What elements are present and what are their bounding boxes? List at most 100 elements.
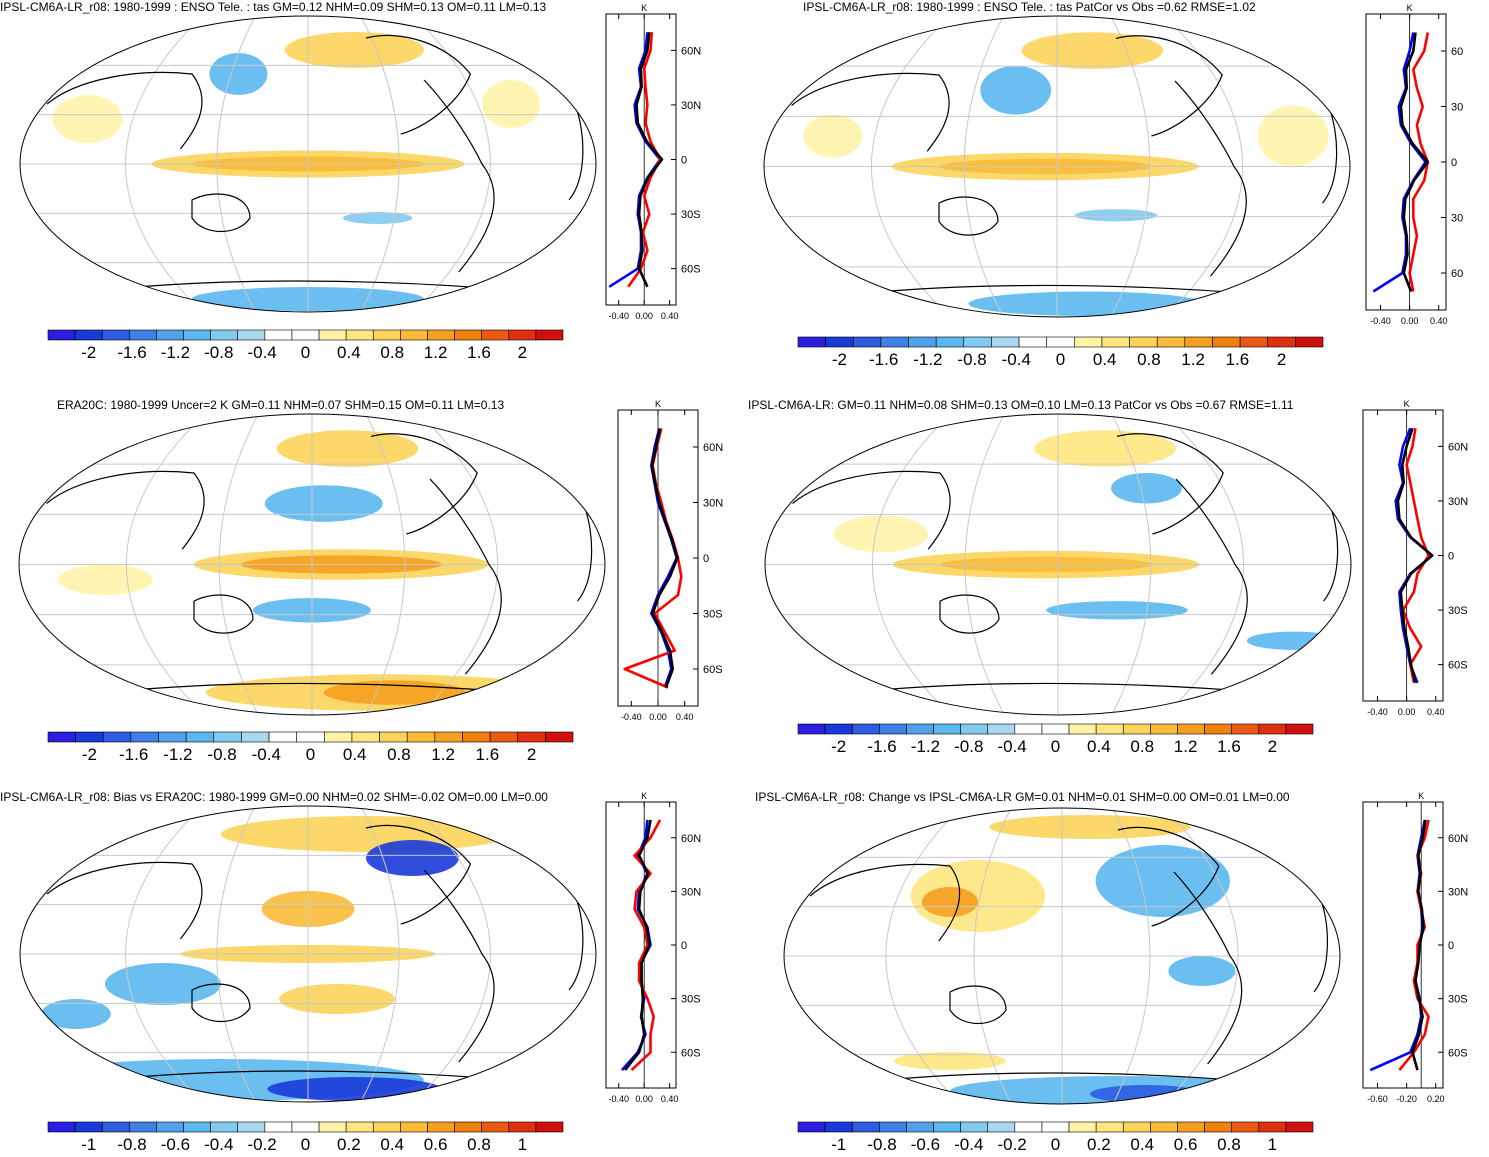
coastline [865,1072,1259,1083]
coastline [791,72,950,152]
coastline [1117,826,1220,927]
map-robinson [19,805,597,1103]
anomaly-region [284,32,424,68]
anomaly-region [922,887,978,917]
colorbar-swatch [851,1121,880,1133]
colorbar-swatch [1258,723,1287,735]
anomaly-region [264,485,383,522]
colorbar-tick-label: 1.2 [424,343,448,362]
colorbar-swatch [400,329,428,341]
colorbar-swatch [879,723,907,735]
colorbar-swatch [1129,336,1158,348]
colorbar-swatch [291,329,320,341]
panel-bias-era20c: IPSL-CM6A-LR_r08: Bias vs ERA20C: 1980-1… [0,784,740,1157]
lat-tick-label: 0 [703,553,709,565]
colorbar-tick-label: 0.8 [467,1135,491,1154]
colorbar-swatch [481,329,510,341]
colorbar-swatch [156,329,184,341]
lat-tick-label: 60N [1448,441,1468,453]
colorbar-swatch [797,723,826,735]
x-tick-label: -0.60 [1367,1094,1388,1104]
colorbar-tick-label: 1.6 [467,343,491,362]
lat-tick-label: 30N [1448,886,1468,898]
colorbar-swatch [1177,1121,1205,1133]
colorbar-swatch [1267,336,1296,348]
colorbar-tick-label: 1 [518,1135,527,1154]
colorbar-swatch [535,329,564,341]
colorbar-swatch [908,336,937,348]
colorbar-tick-label: 2 [527,745,536,764]
units-label: K [641,791,647,801]
coastline [1322,105,1338,204]
colorbar-swatch [318,329,347,341]
colorbar-swatch [434,731,463,743]
coastline [105,682,519,694]
colorbar-tick-label: 0.4 [1087,737,1111,756]
lat-tick-label: 60S [1448,1047,1468,1059]
colorbar-tick-label: 1.2 [1181,350,1205,369]
lat-tick-label: 0 [1451,157,1457,169]
lat-tick-label: 0 [1448,551,1454,563]
colorbar-swatch [987,723,1016,735]
colorbar-swatch [960,723,989,735]
colorbar-swatch [427,1121,455,1133]
coastline [568,893,584,991]
panel-title: IPSL-CM6A-LR_r08: 1980-1999 : ENSO Tele.… [803,0,1256,14]
colorbar-swatch [129,1121,157,1133]
colorbar-swatch [1150,723,1178,735]
graticule [20,16,596,312]
colorbar-swatch [101,329,130,341]
colorbar-swatch [960,1121,989,1133]
lat-tick-label: 30S [681,994,701,1006]
x-tick-label: 0.40 [1430,316,1448,326]
graticule [784,808,1340,1104]
lat-tick-label: 60S [681,1047,701,1059]
colorbar-swatch [372,329,401,341]
colorbar-tick-label: 0 [301,343,310,362]
colorbar-swatch [535,1121,564,1133]
anomaly-region [105,963,221,1005]
colorbar-swatch [1122,723,1151,735]
panel-enso-patcor: IPSL-CM6A-LR_r08: 1980-1999 : ENSO Tele.… [745,0,1485,380]
x-tick-label: -0.40 [608,1094,629,1104]
lat-tick-label: 30S [1448,605,1468,617]
coastline [1173,871,1243,1065]
coastlines [791,35,1338,296]
colorbar-tick-label: 0.8 [1137,350,1161,369]
zonal-mean-profile: K -0.40 0.00 0.40 60N 30N 0 30S 60S [605,3,701,321]
colorbar-tick-label: -1.2 [913,350,942,369]
units-label: K [1404,399,1410,409]
colorbar-swatch [1068,723,1097,735]
units-label: K [1407,3,1413,13]
colorbar-tick-label: -1.6 [119,745,148,764]
colorbar-swatch [1095,1121,1124,1133]
colorbar-tick-label: 2 [518,343,527,362]
x-tick-label: 0.40 [676,712,694,722]
zonal-mean-profile: K -0.40 0.00 0.40 60N 30N 0 30S 60S [617,399,723,722]
anomaly-field [58,430,560,711]
profile-line-model [608,32,662,288]
coastline [365,34,472,135]
colorbar-swatch [268,731,297,743]
colorbar-swatch [318,1121,347,1133]
colorbar-tick-label: -1.6 [867,737,896,756]
colorbar-swatch [1122,1121,1151,1133]
graticule [764,16,1350,317]
anomaly-region [894,1052,1006,1070]
colorbar-tick-label: -0.8 [204,343,233,362]
units-label: K [1418,791,1424,801]
anomaly-region [989,815,1191,839]
coastlines [809,826,1329,1083]
profile-line-obs [627,32,662,288]
profile-line-reference [624,819,652,1071]
colorbar: -2 -1.6 -1.2 -0.8 -0.4 0 0.4 0.8 1.2 1.6 2 [47,329,564,362]
anomaly-region [267,1077,442,1101]
colorbar-swatch [797,1121,826,1133]
anomaly-region [1074,209,1158,222]
lat-tick-label: 0 [681,155,687,167]
colorbar-swatch [1295,336,1324,348]
x-tick-label: 0.00 [635,311,653,321]
colorbar-swatch [1156,336,1186,348]
coastline [568,103,584,201]
coastline [1323,503,1339,602]
